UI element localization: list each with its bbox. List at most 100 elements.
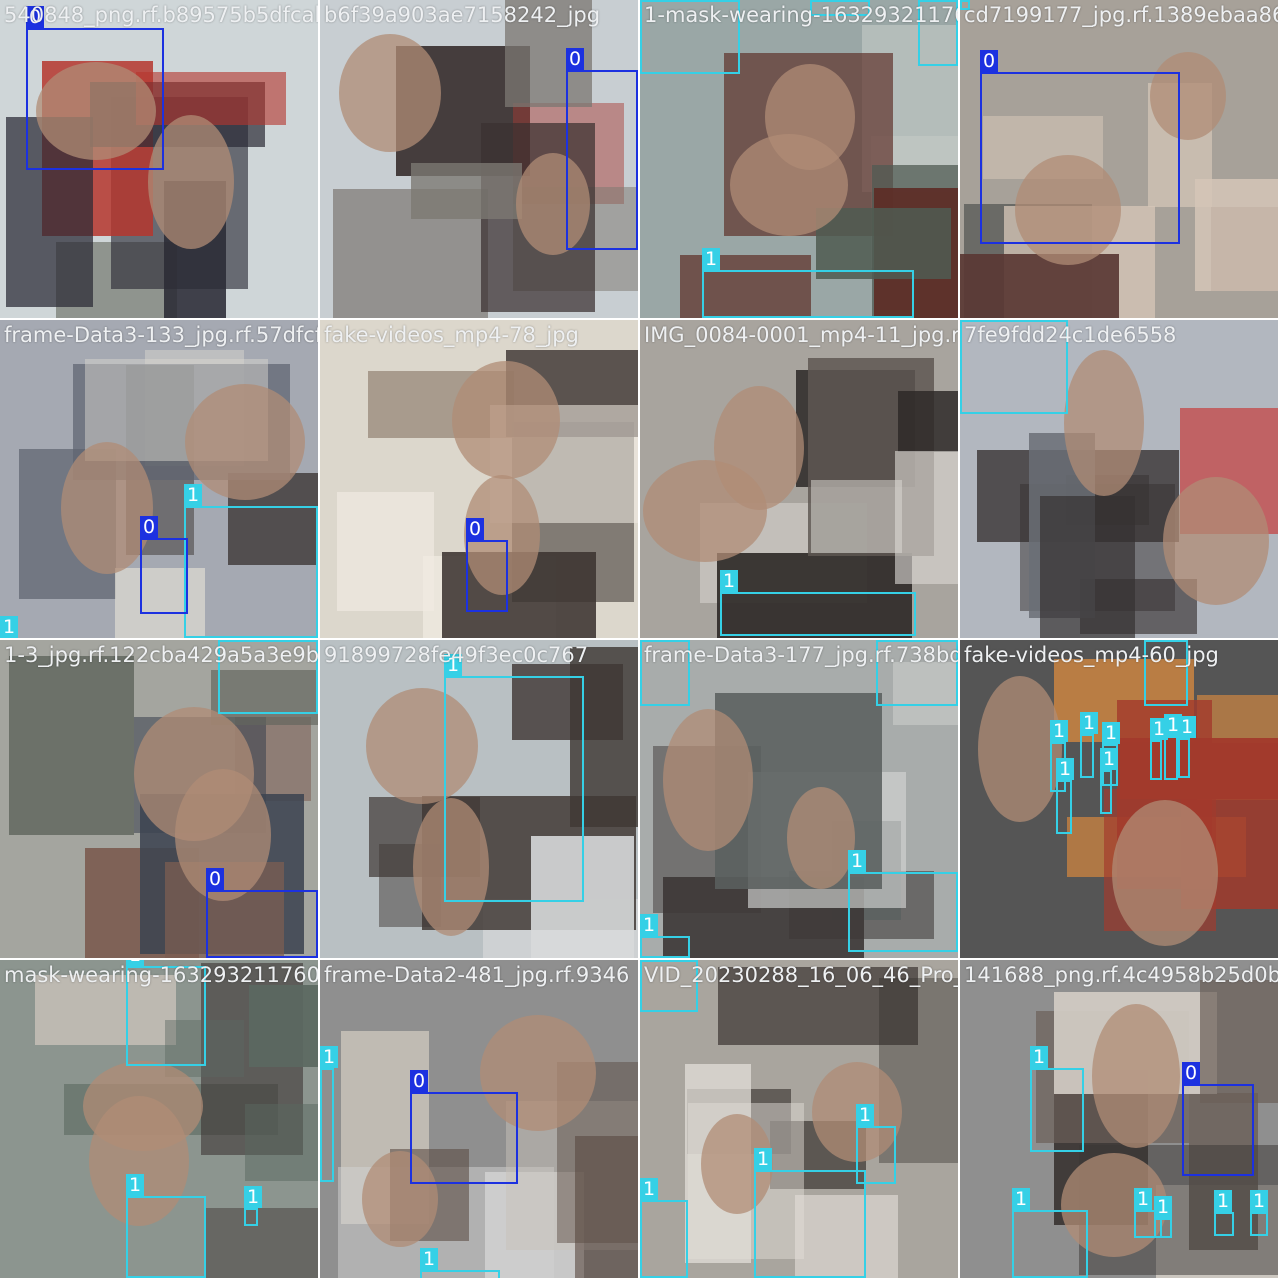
tile-photo-collage: [640, 320, 958, 638]
tile-filename: 540848_png.rf.b89575b5dfcab6b39a903ae715…: [4, 3, 318, 27]
detection-box-class-1: 1: [810, 0, 870, 16]
detection-class-label: 1: [444, 654, 463, 676]
detection-box-class-1: 1: [1080, 712, 1099, 778]
detection-class-label: 1: [1164, 714, 1183, 736]
tile-photo-collage: [960, 320, 1278, 638]
tile-photo-collage: [960, 0, 1278, 318]
detection-class-label: 1: [848, 850, 867, 872]
detection-box-class-1: 1: [218, 640, 318, 714]
detection-box-class-1: 1: [126, 1174, 206, 1278]
detection-class-label: 0: [466, 518, 485, 540]
detection-class-label: 1: [702, 248, 721, 270]
detection-class-label: 1: [1012, 1188, 1031, 1210]
tile-photo-collage: [320, 0, 638, 318]
tile-photo-collage: [0, 960, 318, 1278]
mosaic-tile: frame-Data3-133_jpg.rf.57dfcffee8750acs_…: [0, 320, 318, 638]
detection-box-class-0: 0: [566, 48, 638, 250]
detection-box-class-1: 1: [640, 640, 690, 706]
tile-filename: fake-videos_mp4-60_jpg: [964, 643, 1219, 667]
detection-box-class-0: 0: [466, 518, 508, 612]
detection-class-label: 1: [640, 914, 659, 936]
detection-box-class-1: 1: [444, 654, 584, 902]
detection-box-class-1: 1: [1144, 640, 1188, 706]
tile-photo-collage: [320, 320, 638, 638]
detection-box-class-1: 1: [126, 960, 206, 1066]
detection-class-label: 1: [720, 570, 739, 592]
tile-filename: frame-Data2-481_jpg.rf.9346: [324, 963, 630, 987]
detection-box-class-1: 1: [918, 0, 958, 66]
tile-photo-collage: [640, 960, 958, 1278]
detection-class-label: 1: [856, 1104, 875, 1126]
detection-class-label: 1: [320, 1046, 339, 1068]
mosaic-tile: 1-3_jpg.rf.122cba429a5a3e9b29e891998fe49…: [0, 640, 318, 958]
detection-box-class-1: 1: [320, 1046, 339, 1182]
detection-box-class-1: 1: [1012, 1188, 1088, 1278]
tile-photo-collage: [0, 0, 318, 318]
detection-class-label: 1: [1154, 1196, 1173, 1218]
mosaic-tile: IMG_0084-0001_mp4-11_jpg.rf.2b4991be9f5d…: [640, 320, 958, 638]
detection-box-class-1: 1: [1134, 1188, 1162, 1238]
detection-box-class-1: 1: [184, 484, 318, 638]
detection-box-class-1: 1: [640, 0, 740, 74]
mosaic-tile: fake-videos_mp4-60_jpg111111111: [960, 640, 1278, 958]
detection-box-class-1: 1: [244, 1186, 263, 1226]
tile-filename: fake-videos_mp4-78_jpg: [324, 323, 579, 347]
tile-photo-collage: [0, 320, 318, 638]
mosaic-tile: b6f39a903ae7158242_jpg 0: [320, 0, 638, 318]
detection-class-label: 1: [126, 960, 145, 966]
detection-class-label: 1: [420, 1248, 439, 1270]
detection-class-label: 0: [140, 516, 159, 538]
detection-box-class-1: 1: [1150, 718, 1169, 780]
tile-filename: b6f39a903ae7158242_jpg: [324, 3, 601, 27]
mosaic-tile: cd7199177_jpg.rf.1389ebaa8641533a5ff8 0 1: [960, 0, 1278, 318]
detection-box-class-1: 1: [1164, 714, 1183, 780]
tile-photo-collage: [640, 0, 958, 318]
tile-filename: IMG_0084-0001_mp4-11_jpg.rf.2b4991be9f5d…: [644, 323, 958, 347]
tile-filename: frame-Data3-133_jpg.rf.57dfcffee8750acs_…: [4, 323, 318, 347]
detection-class-label: 1: [0, 616, 19, 638]
tile-filename: cd7199177_jpg.rf.1389ebaa8641533a5ff8: [964, 3, 1278, 27]
detection-class-label: 1: [1050, 720, 1069, 742]
detection-box-class-1: 1: [640, 1178, 688, 1278]
tile-photo-collage: [960, 640, 1278, 958]
mosaic-tile: frame-Data3-177_jpg.rf.738bd0f4f56adaa1b…: [640, 640, 958, 958]
detection-class-label: 0: [410, 1070, 429, 1092]
detection-box-class-1: 1: [960, 0, 970, 10]
detection-box-class-0: 0: [410, 1070, 518, 1184]
mosaic-tile: fake-videos_mp4-78_jpg 0: [320, 320, 638, 638]
mosaic-tile: 540848_png.rf.b89575b5dfcab6b39a903ae715…: [0, 0, 318, 318]
tile-photo-collage: [0, 640, 318, 958]
detection-class-label: 1: [126, 1174, 145, 1196]
detection-box-class-0: 0: [140, 516, 188, 614]
detection-box-class-1: 1: [1178, 716, 1197, 778]
detection-box-class-0: 0: [206, 868, 318, 958]
tile-filename: VID_20230288_16_06_46_Pro_jpg.rf.4c: [644, 963, 958, 987]
detection-class-label: 1: [1214, 1190, 1233, 1212]
detection-class-label: 0: [1182, 1062, 1201, 1084]
tile-photo-collage: [960, 960, 1278, 1278]
detection-class-label: 1: [1134, 1188, 1153, 1210]
detection-box-class-0: 0: [980, 50, 1180, 244]
mosaic-tile: VID_20230288_16_06_46_Pro_jpg.rf.4c1111: [640, 960, 958, 1278]
detection-box-class-1: 1: [720, 570, 916, 636]
tile-filename: 141688_png.rf.4c4958b25d0b0b: [964, 963, 1278, 987]
tile-filename: 1-mask-wearing-1632932117601-cd7199177_j…: [644, 3, 958, 27]
mosaic-tile: 141688_png.rf.4c4958b25d0b0b 1 0 1 1 1 1 1: [960, 960, 1278, 1278]
tile-filename: 91899728fe49f3ec0c767: [324, 643, 589, 667]
detection-class-label: 1: [1150, 718, 1169, 740]
detection-class-label: 0: [26, 6, 45, 28]
detection-class-label: 1: [1080, 712, 1099, 734]
detection-class-label: 1: [1030, 1046, 1049, 1068]
detection-class-label: 1: [754, 1148, 773, 1170]
detection-class-label: 1: [1178, 716, 1197, 738]
tile-filename: 7fe9fdd24c1de6558: [964, 323, 1177, 347]
detection-class-label: 1: [640, 1178, 659, 1200]
detection-box-class-1: 1: [1100, 748, 1119, 814]
detection-class-label: 1: [184, 484, 203, 506]
detection-box-class-1: 1: [1154, 1196, 1173, 1238]
detection-box-class-1: 1: [960, 320, 1068, 414]
detection-box-class-0: 0: [1182, 1062, 1254, 1176]
detection-class-label: 1: [1250, 1190, 1269, 1212]
tile-filename: mask-wearing-1632932117601_png_jpg.rf.93…: [4, 963, 318, 987]
